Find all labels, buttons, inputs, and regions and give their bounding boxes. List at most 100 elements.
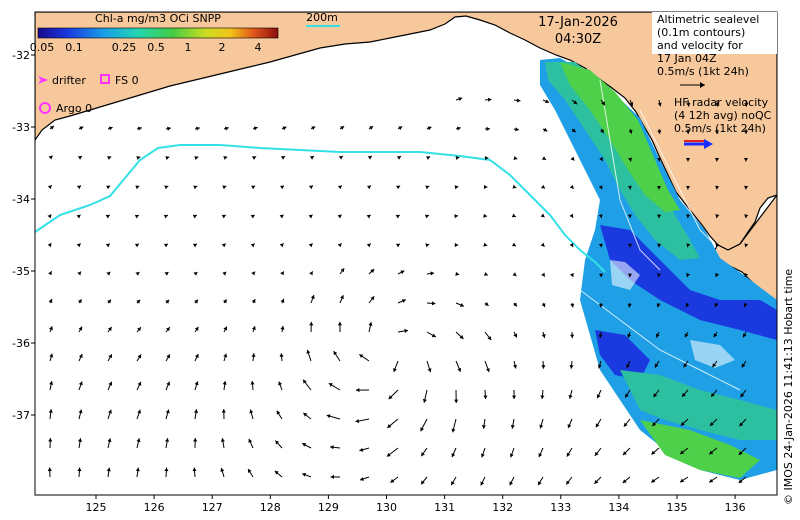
velocity-arrow-head	[166, 327, 170, 332]
velocity-arrow-head	[540, 213, 545, 218]
velocity-arrow-head	[510, 424, 515, 429]
velocity-arrow-head	[509, 453, 514, 458]
velocity-arrow-head	[326, 414, 331, 419]
y-tick-label: -33	[12, 121, 30, 134]
velocity-arrow-head	[359, 354, 364, 359]
velocity-arrow-head	[137, 327, 141, 332]
velocity-arrow-head	[483, 272, 488, 276]
velocity-arrow-head	[107, 327, 112, 332]
velocity-arrow-head	[49, 381, 54, 385]
velocity-arrow-head	[309, 156, 314, 160]
velocity-arrow-head	[680, 478, 685, 483]
velocity-arrow-head	[431, 301, 436, 306]
velocity-arrow-head	[355, 418, 360, 424]
velocity-arrow-head	[594, 479, 599, 484]
y-tick-label: -35	[12, 265, 30, 278]
velocity-arrow-head	[427, 368, 432, 373]
velocity-arrow-head	[396, 185, 401, 190]
velocity-arrow-head	[220, 438, 225, 442]
velocity-arrow-head	[163, 214, 168, 219]
velocity-arrow-head	[165, 438, 170, 442]
velocity-arrow-head	[76, 243, 81, 248]
velocity-arrow-head	[595, 423, 600, 428]
velocity-arrow-head	[222, 299, 227, 304]
altimetry-contours	[579, 79, 741, 391]
velocity-arrow-head	[164, 272, 169, 276]
velocity-arrow-head	[137, 126, 142, 131]
velocity-arrow-head	[223, 353, 228, 358]
velocity-arrow-head	[739, 422, 744, 427]
velocity-arrow-head	[165, 156, 170, 160]
velocity-arrow-head	[390, 478, 395, 483]
colorbar-gradient	[37, 27, 279, 39]
velocity-arrow-head	[308, 243, 313, 248]
velocity-arrow-head	[164, 185, 169, 190]
velocity-arrow-head	[657, 243, 662, 248]
velocity-arrow-head	[628, 157, 632, 162]
symbol-legend: drifter FS 0 Argo 0	[38, 74, 139, 115]
hf-line-3: 0.5m/s (1kt 24h)	[674, 122, 766, 135]
velocity-arrow-head	[487, 97, 492, 102]
velocity-arrow-head	[513, 333, 518, 338]
velocity-arrow-head	[711, 392, 715, 397]
velocity-arrow-head	[221, 243, 226, 248]
velocity-arrow-head	[194, 299, 199, 304]
velocity-arrow-head	[480, 481, 485, 486]
velocity-arrow-head	[566, 480, 570, 485]
velocity-arrow-head	[193, 409, 199, 414]
x-axis: 125 126 127 128 129 130 131 132 133 134 135 136	[86, 495, 746, 514]
velocity-arrow-head	[511, 213, 516, 218]
velocity-arrow-head	[137, 381, 142, 386]
velocity-arrow-head	[48, 438, 53, 442]
velocity-arrow-head	[509, 481, 514, 486]
velocity-arrow-head	[513, 156, 518, 161]
velocity-arrow-head	[598, 243, 603, 248]
velocity-arrow-head	[629, 102, 634, 107]
velocity-arrow-head	[77, 271, 82, 276]
velocity-arrow-head	[78, 409, 83, 414]
velocity-arrow-head	[108, 409, 112, 414]
velocity-arrow-head	[166, 354, 170, 359]
velocity-arrow-head	[280, 185, 285, 190]
velocity-arrow-head	[458, 97, 463, 102]
velocity-arrow-head	[224, 126, 229, 131]
velocity-arrow-head	[483, 242, 488, 247]
velocity-arrow-head	[193, 185, 198, 190]
velocity-arrow-head	[368, 322, 373, 326]
velocity-arrow-head	[137, 354, 142, 359]
velocity-arrow-head	[512, 272, 517, 277]
velocity-arrow-head	[570, 334, 575, 339]
drifter-arrow-icon	[38, 76, 48, 84]
velocity-arrow-head	[49, 353, 54, 358]
y-tick-label: -32	[12, 49, 30, 62]
velocity-arrow-head	[106, 185, 111, 190]
velocity-arrow-head	[712, 363, 717, 368]
velocity-arrow-head	[195, 126, 200, 131]
velocity-arrow-head	[167, 126, 171, 131]
velocity-arrow-head	[77, 299, 82, 304]
x-tick-label: 128	[260, 501, 281, 514]
velocity-arrow-head	[541, 334, 546, 338]
isobath-200m	[35, 144, 606, 273]
velocity-arrow-head	[303, 379, 307, 384]
velocity-arrow-head	[340, 268, 345, 273]
velocity-arrow-head	[420, 427, 425, 432]
velocity-arrow-head	[569, 184, 574, 189]
velocity-arrow-head	[744, 273, 749, 277]
velocity-arrow-head	[250, 214, 255, 219]
velocity-arrow-head	[541, 184, 546, 189]
velocity-arrow-head	[683, 363, 688, 368]
colorbar: Chl-a mg/m3 OCi SNPP 0.05 0.1 0.25 0.5 1 2 4	[30, 12, 279, 54]
velocity-arrow-head	[193, 438, 198, 442]
velocity-arrow-head	[682, 392, 686, 397]
velocity-arrow-head	[165, 299, 170, 304]
velocity-arrow-head	[338, 156, 343, 160]
velocity-arrow-head	[395, 243, 400, 248]
velocity-arrow-head	[337, 321, 342, 326]
velocity-arrow-head	[627, 303, 632, 308]
velocity-arrow-head	[657, 273, 662, 278]
velocity-arrow-head	[333, 351, 338, 356]
colorbar-title: Chl-a mg/m3 OCi SNPP	[95, 12, 221, 25]
velocity-arrow-head	[457, 367, 462, 372]
velocity-arrow-head	[709, 421, 714, 426]
